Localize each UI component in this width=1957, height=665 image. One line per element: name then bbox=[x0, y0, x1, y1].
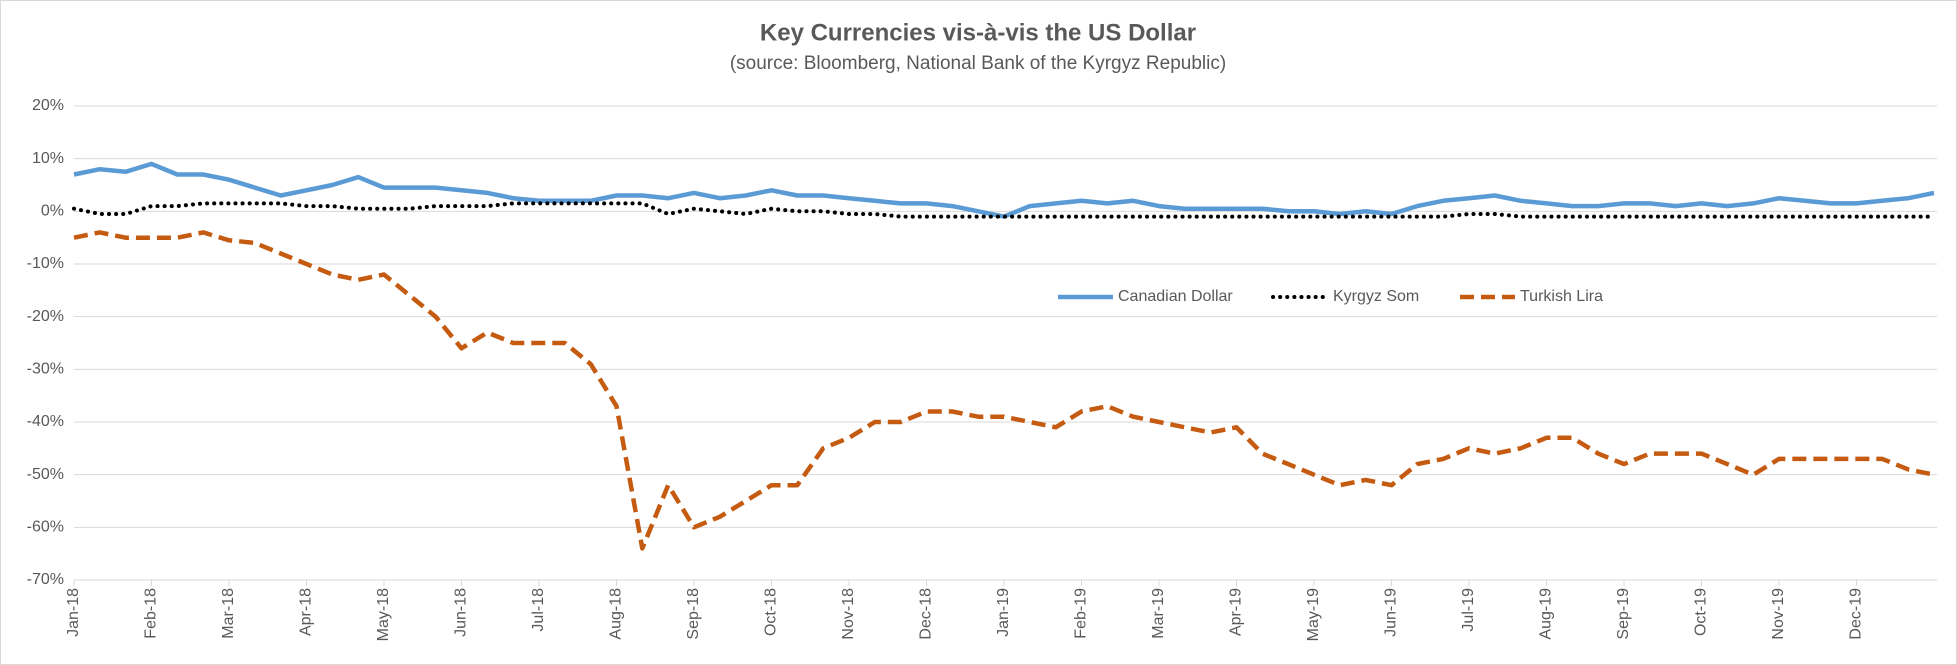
y-tick-label: 20% bbox=[32, 97, 64, 114]
x-tick-label: Aug-19 bbox=[1538, 588, 1555, 640]
series-line bbox=[72, 201, 1936, 219]
x-tick-label: Jul-19 bbox=[1460, 588, 1477, 632]
x-tick-label: Nov-19 bbox=[1770, 588, 1787, 640]
legend-label: Canadian Dollar bbox=[1118, 288, 1233, 305]
x-tick-label: Feb-19 bbox=[1073, 588, 1090, 639]
legend-label: Turkish Lira bbox=[1520, 288, 1603, 305]
y-tick-label: 0% bbox=[41, 203, 64, 220]
x-tick-label: Jan-19 bbox=[995, 588, 1012, 637]
x-tick-label: May-19 bbox=[1305, 588, 1322, 641]
x-tick-label: Jul-18 bbox=[530, 588, 547, 632]
x-tick-label: Sep-18 bbox=[685, 588, 702, 640]
y-tick-label: 10% bbox=[32, 150, 64, 167]
x-tick-label: Oct-18 bbox=[763, 588, 780, 636]
x-tick-label: Jun-19 bbox=[1383, 588, 1400, 637]
y-tick-label: -20% bbox=[27, 308, 64, 325]
y-tick-label: -60% bbox=[27, 519, 64, 536]
x-tick-label: May-18 bbox=[375, 588, 392, 641]
x-tick-label: Jan-18 bbox=[65, 588, 82, 637]
legend-label: Kyrgyz Som bbox=[1333, 288, 1419, 305]
x-tick-label: Oct-19 bbox=[1693, 588, 1710, 636]
y-tick-label: -10% bbox=[27, 255, 64, 272]
x-tick-label: Apr-18 bbox=[298, 588, 315, 636]
y-tick-label: -70% bbox=[27, 571, 64, 588]
series-line bbox=[73, 230, 1935, 551]
x-tick-label: Jun-18 bbox=[453, 588, 470, 637]
y-tick-label: -50% bbox=[27, 466, 64, 483]
x-tick-label: Dec-18 bbox=[918, 588, 935, 640]
y-tick-label: -30% bbox=[27, 361, 64, 378]
y-tick-label: -40% bbox=[27, 413, 64, 430]
x-tick-label: Nov-18 bbox=[840, 588, 857, 640]
x-tick-label: Feb-18 bbox=[143, 588, 160, 639]
x-tick-label: Mar-19 bbox=[1150, 588, 1167, 639]
x-tick-label: Apr-19 bbox=[1228, 588, 1245, 636]
x-tick-label: Dec-19 bbox=[1848, 588, 1865, 640]
chart-subtitle: (source: Bloomberg, National Bank of the… bbox=[730, 53, 1226, 74]
chart-title: Key Currencies vis-à-vis the US Dollar bbox=[760, 19, 1196, 46]
x-tick-label: Aug-18 bbox=[608, 588, 625, 640]
x-tick-label: Mar-18 bbox=[220, 588, 237, 639]
x-tick-label: Sep-19 bbox=[1615, 588, 1632, 640]
